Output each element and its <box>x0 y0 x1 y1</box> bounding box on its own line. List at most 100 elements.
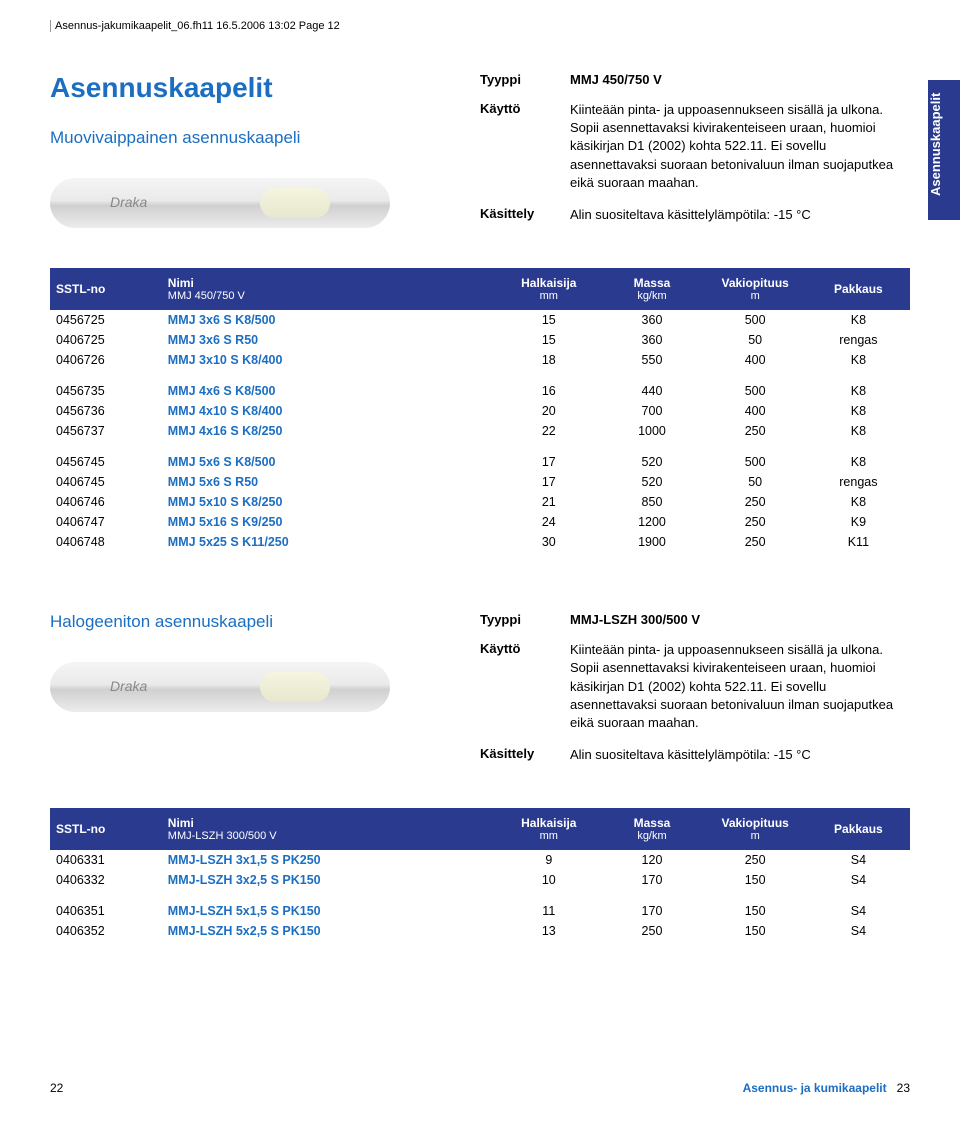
table-cell: 10 <box>497 870 600 890</box>
cable-brand-1: Draka <box>110 194 147 210</box>
table-cell: 0406332 <box>50 870 162 890</box>
meta-kasittely-value-2: Alin suositeltava käsittelylämpötila: -1… <box>570 746 811 764</box>
table-cell: 440 <box>600 370 703 401</box>
meta-tyyppi-value-2: MMJ-LSZH 300/500 V <box>570 612 700 627</box>
table-cell: 170 <box>600 870 703 890</box>
page-title: Asennuskaapelit <box>50 72 480 104</box>
table-row: 0456725MMJ 3x6 S K8/50015360500K8 <box>50 310 910 330</box>
table-cell: MMJ 3x6 S K8/500 <box>162 310 497 330</box>
table-cell: K8 <box>807 310 910 330</box>
table-cell: 360 <box>600 330 703 350</box>
table-header: Massakg/km <box>600 268 703 310</box>
table-cell: MMJ 4x6 S K8/500 <box>162 370 497 401</box>
table-cell: 500 <box>704 441 807 472</box>
table-cell: 0456745 <box>50 441 162 472</box>
footer-label: Asennus- ja kumikaapelit <box>743 1081 887 1095</box>
table-cell: 20 <box>497 401 600 421</box>
table-cell: 520 <box>600 441 703 472</box>
table-cell: 0406726 <box>50 350 162 370</box>
table-header: NimiMMJ 450/750 V <box>162 268 497 310</box>
table-cell: MMJ-LSZH 5x2,5 S PK150 <box>162 921 497 941</box>
table-cell: K8 <box>807 350 910 370</box>
table-row: 0456736MMJ 4x10 S K8/40020700400K8 <box>50 401 910 421</box>
table-header: Pakkaus <box>807 268 910 310</box>
table-cell: 1900 <box>600 532 703 552</box>
section-subtitle-2: Halogeeniton asennuskaapeli <box>50 612 480 632</box>
table-cell: 0456737 <box>50 421 162 441</box>
table-cell: 17 <box>497 441 600 472</box>
table-header: Vakiopituusm <box>704 808 807 850</box>
footer-page-right: 23 <box>897 1081 910 1095</box>
table-row: 0406352MMJ-LSZH 5x2,5 S PK15013250150S4 <box>50 921 910 941</box>
table-header: Halkaisijamm <box>497 268 600 310</box>
table-cell: 250 <box>704 532 807 552</box>
table-cell: K8 <box>807 441 910 472</box>
table-cell: 11 <box>497 890 600 921</box>
table-cell: 21 <box>497 492 600 512</box>
table-cell: MMJ-LSZH 3x2,5 S PK150 <box>162 870 497 890</box>
table-cell: 30 <box>497 532 600 552</box>
table-cell: S4 <box>807 890 910 921</box>
table-cell: 500 <box>704 370 807 401</box>
table-row: 0406726MMJ 3x10 S K8/40018550400K8 <box>50 350 910 370</box>
table-cell: 0406331 <box>50 850 162 870</box>
table-cell: K8 <box>807 492 910 512</box>
table-cell: 0456725 <box>50 310 162 330</box>
table-cell: 400 <box>704 350 807 370</box>
meta-kaytto-value-1: Kiinteään pinta- ja uppoasennukseen sisä… <box>570 101 910 192</box>
table-cell: 1200 <box>600 512 703 532</box>
table-row: 0406331MMJ-LSZH 3x1,5 S PK2509120250S4 <box>50 850 910 870</box>
table-cell: 150 <box>704 921 807 941</box>
table-cell: 250 <box>704 850 807 870</box>
table-cell: 250 <box>600 921 703 941</box>
meta-kaytto-label-1: Käyttö <box>480 101 570 192</box>
table-cell: 360 <box>600 310 703 330</box>
table-header: Massakg/km <box>600 808 703 850</box>
table-row: 0406748MMJ 5x25 S K11/250301900250K11 <box>50 532 910 552</box>
table-cell: 400 <box>704 401 807 421</box>
table-cell: 0406748 <box>50 532 162 552</box>
table-header: Pakkaus <box>807 808 910 850</box>
table-cell: 50 <box>704 330 807 350</box>
table-cell: 18 <box>497 350 600 370</box>
table-cell: 520 <box>600 472 703 492</box>
table-header: Halkaisijamm <box>497 808 600 850</box>
table-cell: MMJ 5x25 S K11/250 <box>162 532 497 552</box>
table-cell: 170 <box>600 890 703 921</box>
meta-tyyppi-label-1: Tyyppi <box>480 72 570 87</box>
meta-kasittely-label-1: Käsittely <box>480 206 570 224</box>
table-row: 0456745MMJ 5x6 S K8/50017520500K8 <box>50 441 910 472</box>
table-cell: 850 <box>600 492 703 512</box>
table-cell: MMJ 5x10 S K8/250 <box>162 492 497 512</box>
table-cell: 0406351 <box>50 890 162 921</box>
table-cell: S4 <box>807 870 910 890</box>
table-cell: S4 <box>807 850 910 870</box>
table-cell: K8 <box>807 421 910 441</box>
table-cell: 150 <box>704 890 807 921</box>
table-cell: 0406745 <box>50 472 162 492</box>
table-cell: 0406352 <box>50 921 162 941</box>
table-cell: 0406725 <box>50 330 162 350</box>
meta-tyyppi-value-1: MMJ 450/750 V <box>570 72 662 87</box>
meta-kaytto-label-2: Käyttö <box>480 641 570 732</box>
table-row: 0406745MMJ 5x6 S R501752050rengas <box>50 472 910 492</box>
table-cell: 250 <box>704 512 807 532</box>
meta-kasittely-value-1: Alin suositeltava käsittelylämpötila: -1… <box>570 206 811 224</box>
table-cell: S4 <box>807 921 910 941</box>
meta-kasittely-label-2: Käsittely <box>480 746 570 764</box>
cable-image-1: Draka <box>50 178 390 228</box>
table-cell: 1000 <box>600 421 703 441</box>
table-cell: 700 <box>600 401 703 421</box>
table-header: SSTL-no <box>50 808 162 850</box>
table-cell: 13 <box>497 921 600 941</box>
table-header: SSTL-no <box>50 268 162 310</box>
table-cell: 150 <box>704 870 807 890</box>
table-cell: 250 <box>704 421 807 441</box>
table-cell: MMJ 5x6 S R50 <box>162 472 497 492</box>
table-header: Vakiopituusm <box>704 268 807 310</box>
table-cell: K8 <box>807 401 910 421</box>
side-tab: Asennuskaapelit <box>928 80 960 220</box>
table-cell: 0406746 <box>50 492 162 512</box>
table-row: 0406725MMJ 3x6 S R501536050rengas <box>50 330 910 350</box>
table-cell: 50 <box>704 472 807 492</box>
